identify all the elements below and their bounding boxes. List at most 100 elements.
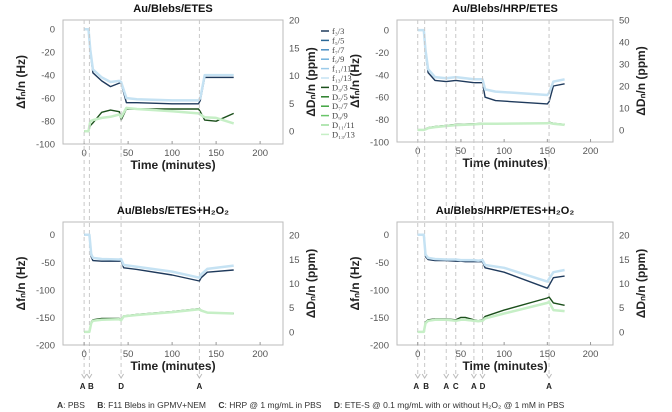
y-axis-label: Δfₙ/n (Hz): [348, 256, 362, 310]
y2-axis-label: ΔDₙ/n (ppm): [634, 249, 648, 318]
x-tick-label: 0: [415, 146, 420, 157]
y2-tick-label: 40: [619, 37, 630, 48]
event-label-D: D: [480, 382, 486, 391]
event-label-A: A: [546, 382, 552, 391]
x-tick-label: 200: [252, 349, 268, 360]
x-axis-label: Time (minutes): [462, 359, 547, 373]
y2-tick-label: 10: [289, 279, 300, 290]
y-axis-label: Δfₙ/n (Hz): [14, 55, 28, 109]
series-line-4: [417, 300, 565, 334]
key-text-D: : ETE-S @ 0.1 mg/mL with or without H₂O₂…: [340, 400, 565, 410]
y2-tick-label: 5: [289, 303, 294, 314]
event-arrow-icon: [86, 373, 93, 379]
y-tick-label: -20: [375, 48, 389, 59]
chart-title: Au/Blebs/HRP/ETES: [452, 3, 558, 15]
chart-title: Au/Blebs/ETES+H₂O₂: [117, 205, 229, 217]
y2-tick-label: 50: [619, 16, 630, 27]
y-tick-label: 0: [384, 230, 389, 241]
y-tick-label: -200: [370, 341, 389, 352]
x-tick-label: 100: [496, 349, 512, 360]
event-arrow-icon: [81, 373, 88, 379]
y-tick-label: 0: [384, 26, 389, 37]
x-tick-label: 150: [208, 148, 224, 159]
y2-axis-label: ΔDₙ/n (ppm): [634, 46, 648, 115]
y2-tick-label: 20: [289, 231, 300, 242]
event-arrow-icon: [421, 373, 428, 379]
series-line-2: [84, 233, 234, 279]
x-tick-label: 50: [456, 349, 467, 360]
event-label-D: D: [118, 382, 124, 391]
x-tick-label: 100: [496, 146, 512, 157]
legend-entry: f₇/7: [332, 45, 344, 55]
y2-tick-label: 20: [289, 16, 300, 27]
series-line-2: [417, 233, 565, 283]
event-label-A: A: [80, 382, 86, 391]
y-tick-label: -60: [41, 94, 55, 105]
y-tick-label: 0: [50, 25, 55, 36]
y-axis-label: Δfₙ/n (Hz): [14, 256, 28, 310]
key-letter-D: D: [334, 400, 340, 410]
overtone-legend: f₃/3f₅/5f₇/7f₉/9f₁₁/11f₁₃/13D₃/3D₅/5D₇/7…: [321, 26, 355, 139]
series-line-1: [417, 29, 565, 105]
y-tick-label: -100: [370, 285, 389, 296]
y2-axis-label: ΔDₙ/n (ppm): [304, 47, 318, 116]
event-label-A: A: [197, 382, 203, 391]
series-line-4: [417, 121, 565, 132]
key-text-A: : PBS: [63, 400, 85, 410]
y-tick-label: 0: [50, 230, 55, 241]
legend-entry: f₃/3: [332, 26, 344, 36]
y2-tick-label: 10: [289, 71, 300, 82]
y2-tick-label: 5: [289, 99, 294, 110]
x-axis-label: Time (minutes): [130, 359, 215, 373]
y2-tick-label: 15: [289, 255, 300, 266]
series-line-4: [84, 307, 234, 334]
key-text-B: : F11 Blebs in GPMV+NEM: [103, 400, 206, 410]
y2-tick-label: 0: [289, 127, 294, 138]
y2-axis-label: ΔDₙ/n (ppm): [304, 249, 318, 318]
event-arrow-icon: [414, 373, 421, 379]
series-line-2: [84, 27, 234, 102]
event-arrow-icon: [118, 373, 125, 379]
key-text-C: : HRP @ 1 mg/mL in PBS: [225, 400, 322, 410]
x-axis-label: Time (minutes): [130, 158, 215, 172]
series-line-3: [417, 296, 565, 333]
key-letter-C: C: [218, 400, 224, 410]
legend-entry: D₅/5: [332, 92, 348, 102]
y2-tick-label: 0: [289, 327, 294, 338]
y-tick-label: -50: [41, 258, 55, 269]
y-tick-label: -150: [370, 313, 389, 324]
event-arrow-icon: [546, 373, 552, 379]
y2-tick-label: 30: [619, 59, 630, 70]
legend-entry: f₁₁/11: [332, 64, 351, 74]
x-tick-label: 200: [252, 148, 268, 159]
event-label-B: B: [88, 382, 94, 391]
y-tick-label: -60: [375, 93, 389, 104]
x-tick-label: 50: [123, 148, 134, 159]
event-label-B: B: [423, 382, 429, 391]
y-tick-label: -200: [36, 341, 55, 352]
plot-frame: [62, 221, 284, 346]
y2-tick-label: 10: [619, 103, 630, 114]
y-tick-label: -40: [375, 70, 389, 81]
y2-tick-label: 20: [619, 231, 630, 242]
event-arrow-icon: [470, 373, 477, 379]
x-tick-label: 0: [81, 349, 86, 360]
y2-tick-label: 15: [619, 255, 630, 266]
legend-entry: D₁₃/13: [332, 129, 355, 139]
legend-entry: f₉/9: [332, 54, 344, 64]
event-arrow-icon: [452, 373, 459, 379]
y-tick-label: -80: [375, 115, 389, 126]
y-tick-label: -50: [375, 258, 389, 269]
y-tick-label: -100: [370, 138, 389, 149]
y-tick-label: -100: [36, 285, 55, 296]
y-tick-label: -80: [41, 117, 55, 128]
x-tick-label: 150: [208, 349, 224, 360]
y2-tick-label: 15: [289, 43, 300, 54]
legend-entry: f₅/5: [332, 35, 344, 45]
event-label-C: C: [453, 382, 459, 391]
y2-tick-label: 0: [619, 327, 624, 338]
y-tick-label: -20: [41, 48, 55, 59]
event-arrow-icon: [196, 373, 203, 379]
